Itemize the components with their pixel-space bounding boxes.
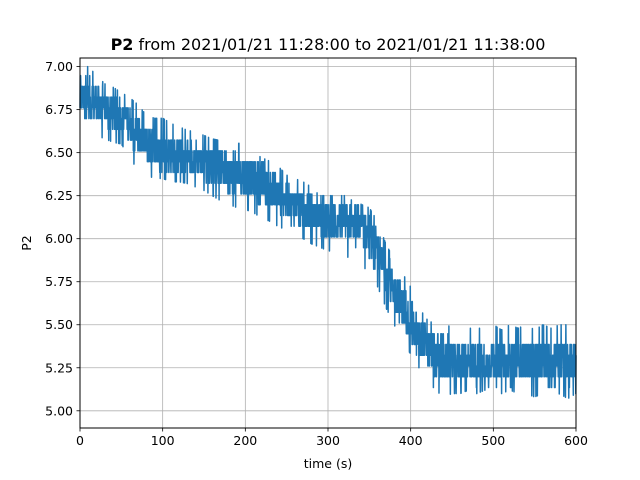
y-tick-label: 7.00 bbox=[45, 59, 73, 74]
chart-title-rest: from 2021/01/21 11:28:00 to 2021/01/21 1… bbox=[133, 35, 545, 54]
y-tick-label: 6.75 bbox=[45, 102, 73, 117]
y-tick-label: 6.50 bbox=[45, 145, 73, 160]
x-tick-label: 200 bbox=[233, 433, 257, 448]
y-tick-label: 5.00 bbox=[45, 403, 73, 418]
y-axis-ticks: 5.00 5.25 5.50 5.75 6.00 6.25 6.50 6.75 7.00 bbox=[45, 59, 80, 418]
y-tick-label: 5.25 bbox=[45, 360, 73, 375]
x-axis-label: time (s) bbox=[304, 456, 352, 471]
x-axis-ticks: 0 100 200 300 400 500 600 bbox=[76, 428, 588, 448]
series-layer bbox=[79, 65, 577, 399]
y-tick-label: 6.25 bbox=[45, 188, 73, 203]
x-tick-label: 100 bbox=[151, 433, 175, 448]
x-tick-label: 600 bbox=[564, 433, 588, 448]
y-axis-label: P2 bbox=[19, 235, 34, 251]
x-tick-label: 300 bbox=[316, 433, 340, 448]
grid bbox=[79, 58, 577, 428]
x-tick-label: 400 bbox=[399, 433, 423, 448]
x-tick-label: 0 bbox=[76, 433, 84, 448]
chart-title-bold: P2 bbox=[111, 35, 134, 54]
y-tick-label: 5.75 bbox=[45, 274, 73, 289]
y-tick-label: 6.00 bbox=[45, 231, 73, 246]
p2-series-line bbox=[79, 65, 577, 399]
chart-title: P2 from 2021/01/21 11:28:00 to 2021/01/2… bbox=[111, 35, 546, 54]
y-tick-label: 5.50 bbox=[45, 317, 73, 332]
x-tick-label: 500 bbox=[481, 433, 505, 448]
